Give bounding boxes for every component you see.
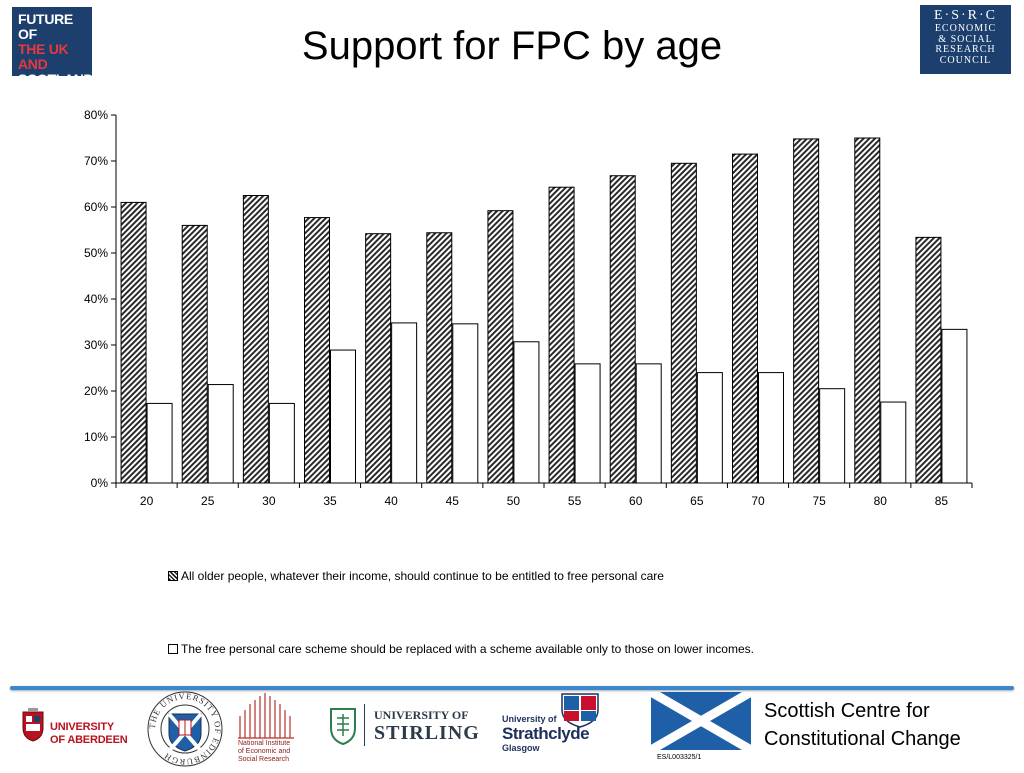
bar-chart: 0% 10% 20% 30% 40% 50% 60% 70% 80% 20 25 30 35 40 45 50…: [84, 108, 973, 508]
bar-means-tested-20: [146, 402, 173, 484]
saltire-flag-icon: [648, 688, 754, 754]
x-tick-label: 30: [262, 494, 276, 508]
esrc-line-1: ECONOMIC: [934, 23, 997, 34]
grant-reference: ES/L003325/1: [657, 754, 702, 761]
legend-swatch-white: [168, 644, 178, 654]
bar-free-care-60: [609, 175, 636, 484]
x-tick-label: 85: [935, 494, 949, 508]
legend-entry-means-tested: The free personal care scheme should be …: [168, 642, 754, 656]
niesr-line-2: of Economic and: [238, 748, 291, 755]
strathclyde-crest-icon: [561, 693, 599, 728]
centre-line-1: Scottish Centre for: [764, 700, 930, 722]
x-tick-label: 80: [874, 494, 888, 508]
bar-free-care-80: [854, 137, 881, 484]
saltire-flag-image: [648, 688, 754, 754]
university-of-stirling-logo: UNIVERSITY OF STIRLING: [326, 700, 479, 750]
future-of-uk-logo: FUTURE OF THE UK AND SCOTLAND: [12, 7, 94, 87]
university-of-strathclyde-logo: University of Strathclyde Glasgow: [502, 692, 602, 758]
bar-means-tested-65: [696, 372, 723, 484]
bar-means-tested-60: [635, 363, 662, 484]
y-tick-label: 30%: [84, 338, 108, 352]
logo-line-3: SCOTLAND: [18, 71, 94, 87]
x-tick-label: 40: [384, 494, 398, 508]
stirling-main: STIRLING: [374, 722, 480, 744]
bar-free-care-75: [793, 138, 820, 484]
centre-line-2: Constitutional Change: [764, 728, 961, 750]
bar-means-tested-85: [941, 328, 968, 484]
x-tick-label: 75: [812, 494, 826, 508]
bar-free-care-35: [304, 217, 330, 484]
bar-means-tested-40: [391, 322, 418, 484]
stirling-separator: [364, 704, 365, 746]
bar-free-care-55: [548, 186, 575, 484]
university-of-aberdeen-logo: UNIVERSITY OF ABERDEEN: [22, 708, 134, 748]
niesr-logo: National Institute of Economic and Socia…: [236, 690, 300, 768]
aberdeen-line-1: UNIVERSITY: [50, 721, 115, 733]
chart-tick-labels: 0% 10% 20% 30% 40% 50% 60% 70% 80% 20 25 30 35 40 45 50…: [84, 108, 948, 508]
bar-free-care-70: [732, 153, 758, 484]
bar-means-tested-50: [513, 341, 540, 484]
bar-free-care-30: [242, 195, 269, 484]
esrc-letters: E·S·R·C: [934, 8, 997, 23]
bar-free-care-20: [120, 201, 147, 484]
x-tick-label: 20: [140, 494, 154, 508]
scottish-centre-text: Scottish Centre for Constitutional Chang…: [764, 697, 961, 753]
y-tick-label: 40%: [84, 292, 108, 306]
esrc-line-2: & SOCIAL: [938, 33, 993, 45]
legend-swatch-hatched: [168, 571, 178, 581]
y-tick-label: 80%: [84, 108, 108, 122]
legend-entry-free-care: All older people, whatever their income,…: [168, 569, 664, 583]
niesr-line-1: National Institute: [238, 740, 291, 747]
strathclyde-top: University of: [502, 714, 557, 724]
aberdeen-line-2: OF ABERDEEN: [50, 734, 128, 746]
x-tick-label: 70: [751, 494, 765, 508]
niesr-columns-icon: [238, 693, 294, 739]
niesr-line-3: Social Research: [238, 756, 289, 763]
x-tick-label: 35: [323, 494, 337, 508]
bar-means-tested-75: [819, 388, 846, 484]
bar-free-care-40: [365, 233, 392, 484]
y-tick-label: 70%: [84, 154, 108, 168]
bar-free-care-50: [487, 210, 514, 484]
strathclyde-sub: Glasgow: [502, 743, 540, 753]
bar-means-tested-55: [574, 363, 601, 484]
bar-means-tested-35: [330, 349, 356, 484]
bar-means-tested-30: [268, 402, 295, 484]
bar-means-tested-80: [880, 401, 907, 484]
x-tick-label: 50: [507, 494, 521, 508]
university-of-edinburgh-logo: THE UNIVERSITY OF EDINBURGH: [146, 690, 224, 768]
logo-line-1: FUTURE OF: [18, 11, 73, 42]
bar-means-tested-45: [452, 323, 479, 484]
y-tick-label: 10%: [84, 430, 108, 444]
legend-label-means-tested: The free personal care scheme should be …: [181, 642, 754, 656]
esrc-line-4: COUNCIL: [939, 54, 992, 66]
aberdeen-crest-icon: [22, 708, 44, 742]
y-tick-label: 60%: [84, 200, 108, 214]
x-tick-label: 60: [629, 494, 643, 508]
footer-divider: [10, 686, 1014, 690]
bar-means-tested-70: [758, 372, 784, 484]
chart-bars: [120, 137, 968, 484]
bar-free-care-85: [915, 236, 942, 484]
logo-line-2: THE UK AND: [18, 41, 69, 72]
x-tick-label: 65: [690, 494, 704, 508]
esrc-line-3: RESEARCH: [935, 44, 996, 55]
bar-means-tested-25: [207, 384, 234, 484]
x-tick-label: 55: [568, 494, 582, 508]
strathclyde-main: Strathclyde: [502, 724, 590, 743]
y-tick-label: 0%: [91, 476, 109, 490]
bar-free-care-45: [426, 232, 453, 484]
x-tick-label: 45: [446, 494, 460, 508]
stirling-crest-icon: [330, 708, 356, 746]
y-tick-label: 50%: [84, 246, 108, 260]
bar-free-care-65: [670, 162, 697, 484]
x-tick-label: 25: [201, 494, 215, 508]
esrc-logo: E·S·R·C ECONOMIC & SOCIAL RESEARCH COUNC…: [920, 5, 1011, 74]
edinburgh-seal-icon: THE UNIVERSITY OF EDINBURGH: [147, 691, 223, 767]
slide-title: Support for FPC by age: [301, 24, 723, 68]
bar-free-care-25: [181, 224, 208, 484]
stirling-top: UNIVERSITY OF: [374, 708, 469, 722]
y-tick-label: 20%: [84, 384, 108, 398]
legend-label-free-care: All older people, whatever their income,…: [181, 569, 664, 583]
